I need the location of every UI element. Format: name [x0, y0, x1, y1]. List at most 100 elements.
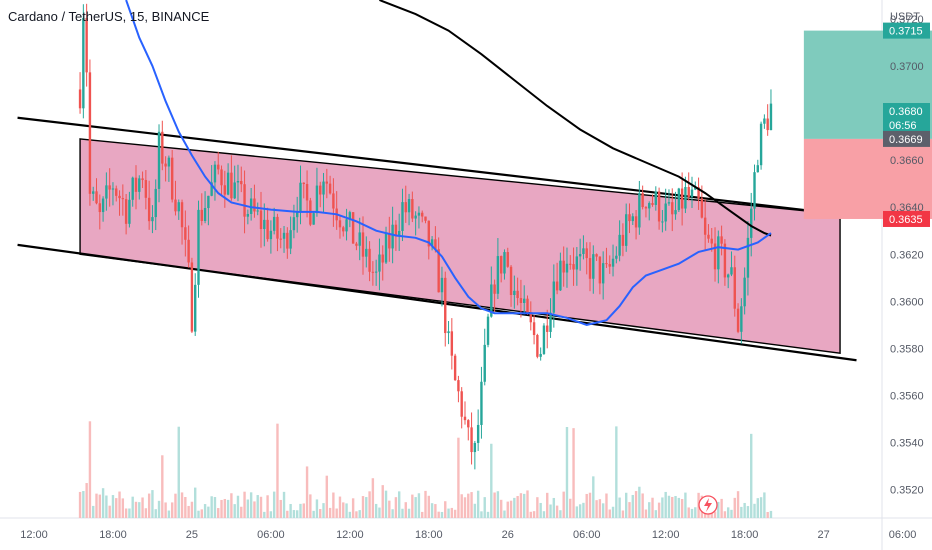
lightning-icon[interactable]	[698, 495, 718, 515]
volume-bar	[371, 478, 375, 518]
volume-bar	[319, 509, 322, 518]
candle-body	[536, 335, 539, 357]
candle-body	[598, 256, 602, 284]
volume-bar	[365, 497, 368, 518]
volume-bar	[763, 492, 766, 518]
time-tick-label: 18:00	[731, 529, 759, 541]
candle-body	[374, 271, 378, 273]
volume-bar	[694, 507, 697, 518]
volume-bar	[138, 502, 141, 518]
volume-bar	[513, 497, 516, 518]
time-tick-label: 18:00	[99, 529, 127, 541]
candle-body	[328, 183, 332, 194]
candle-body	[220, 169, 223, 186]
volume-bar	[677, 497, 681, 518]
volume-bar	[200, 509, 203, 518]
candle-body	[572, 264, 575, 270]
volume-bar	[555, 505, 559, 518]
candle-body	[654, 191, 658, 205]
candle-body	[128, 199, 131, 224]
candle-body	[147, 197, 151, 222]
candle-body	[483, 344, 486, 382]
volume-bar	[101, 488, 105, 518]
volume-bar	[279, 499, 282, 518]
time-tick-label: 12:00	[20, 529, 48, 541]
candle-body	[532, 322, 536, 336]
candle-body	[677, 188, 681, 211]
candle-body	[615, 255, 618, 259]
candle-body	[592, 254, 595, 279]
volume-bar	[203, 504, 207, 518]
price-tick-label: 0.3580	[890, 343, 924, 355]
volume-bar	[542, 511, 546, 518]
candle-body	[694, 187, 697, 190]
volume-bar	[355, 511, 358, 518]
candle-body	[473, 442, 477, 453]
candle-body	[526, 298, 529, 314]
candle-body	[187, 239, 190, 263]
volume-bar	[664, 491, 667, 518]
volume-bar	[457, 437, 460, 518]
volume-bar	[638, 486, 641, 518]
volume-bar	[467, 493, 470, 518]
candle-body	[713, 243, 717, 270]
candle-body	[555, 281, 559, 291]
candle-body	[361, 232, 365, 257]
candle-body	[690, 189, 694, 198]
candle-body	[486, 316, 490, 345]
candle-body	[671, 202, 674, 215]
candle-body	[203, 208, 207, 221]
candle-body	[332, 193, 335, 209]
volume-bar	[736, 491, 740, 518]
candle-body	[467, 420, 470, 428]
volume-bar	[582, 502, 585, 518]
volume-bar	[230, 493, 233, 518]
candle-body	[424, 216, 427, 221]
candle-body	[499, 256, 503, 274]
chart-title: Cardano / TetherUS, 15, BINANCE	[8, 9, 210, 24]
volume-bar	[302, 503, 305, 518]
candle-body	[82, 17, 85, 109]
candle-body	[638, 193, 641, 228]
candle-body	[605, 263, 608, 265]
candle-body	[305, 184, 309, 201]
candle-body	[618, 234, 621, 256]
candle-body	[292, 217, 296, 231]
candle-body	[611, 258, 615, 267]
volume-bar	[164, 502, 167, 518]
volume-bar	[180, 492, 184, 518]
volume-bar	[460, 494, 463, 518]
parallel-channel	[79, 138, 841, 354]
candle-body	[282, 232, 286, 239]
volume-bar	[82, 491, 85, 518]
volume-bar	[197, 510, 200, 518]
volume-bar	[740, 506, 743, 518]
volume-bar	[328, 507, 332, 518]
candle-body	[703, 217, 707, 235]
price-tick-label: 0.3520	[890, 485, 924, 497]
candle-body	[529, 313, 532, 323]
volume-bar	[414, 497, 417, 518]
candle-body	[95, 191, 98, 204]
volume-bar	[141, 497, 144, 518]
volume-bar	[157, 500, 161, 518]
volume-bar	[536, 497, 539, 518]
candle-body	[625, 214, 628, 246]
candle-body	[634, 216, 638, 228]
volume-bar	[246, 499, 250, 518]
volume-bar	[194, 487, 197, 518]
volume-bar	[453, 509, 457, 518]
price-tick-label: 0.3620	[890, 249, 924, 261]
volume-bar	[427, 495, 430, 518]
candle-body	[154, 188, 157, 218]
volume-bar	[105, 495, 108, 518]
volume-bar	[305, 466, 309, 518]
candle-body	[319, 185, 322, 195]
volume-bar	[654, 510, 658, 518]
volume-bar	[401, 508, 404, 518]
volume-bar	[496, 491, 500, 518]
candle-body	[453, 355, 457, 381]
volume-bar	[726, 507, 730, 518]
